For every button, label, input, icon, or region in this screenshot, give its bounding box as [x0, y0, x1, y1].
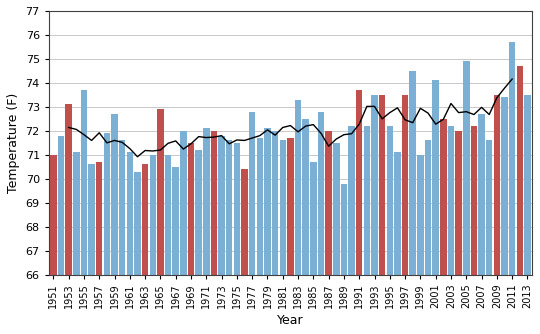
Bar	[326, 131, 332, 275]
Bar	[241, 169, 248, 275]
Bar	[509, 42, 515, 275]
Bar	[524, 95, 531, 275]
Bar	[89, 164, 95, 275]
Bar	[440, 119, 447, 275]
Bar	[73, 152, 79, 275]
Bar	[195, 150, 202, 275]
Bar	[264, 129, 271, 275]
Bar	[111, 114, 118, 275]
Bar	[218, 136, 225, 275]
Bar	[280, 140, 286, 275]
Bar	[65, 105, 72, 275]
Bar	[478, 114, 485, 275]
Bar	[126, 152, 133, 275]
Bar	[157, 109, 164, 275]
Bar	[287, 138, 294, 275]
Bar	[119, 140, 125, 275]
Bar	[50, 155, 57, 275]
Bar	[142, 164, 149, 275]
Bar	[455, 131, 462, 275]
Bar	[295, 100, 301, 275]
Bar	[134, 172, 141, 275]
Bar	[58, 136, 64, 275]
Bar	[471, 126, 477, 275]
Bar	[104, 133, 110, 275]
Bar	[165, 155, 171, 275]
Bar	[425, 140, 431, 275]
Bar	[417, 155, 424, 275]
Bar	[517, 66, 523, 275]
Bar	[379, 95, 386, 275]
Bar	[249, 112, 255, 275]
Bar	[211, 131, 217, 275]
Bar	[356, 90, 362, 275]
Bar	[486, 140, 492, 275]
Bar	[341, 184, 347, 275]
Bar	[80, 90, 87, 275]
Y-axis label: Temperature (F): Temperature (F)	[7, 93, 20, 193]
Bar	[172, 167, 179, 275]
Bar	[180, 131, 187, 275]
Bar	[272, 131, 278, 275]
Bar	[387, 126, 393, 275]
Bar	[494, 95, 500, 275]
Bar	[402, 95, 408, 275]
Bar	[226, 140, 233, 275]
Bar	[150, 155, 156, 275]
Bar	[501, 97, 508, 275]
Bar	[348, 126, 355, 275]
Bar	[448, 126, 454, 275]
Bar	[394, 152, 401, 275]
Bar	[188, 143, 194, 275]
Bar	[302, 119, 309, 275]
X-axis label: Year: Year	[277, 314, 303, 327]
Bar	[203, 129, 210, 275]
Bar	[463, 61, 469, 275]
Bar	[256, 138, 263, 275]
Bar	[372, 95, 378, 275]
Bar	[310, 162, 316, 275]
Bar	[409, 71, 416, 275]
Bar	[96, 162, 103, 275]
Bar	[234, 143, 240, 275]
Bar	[318, 112, 324, 275]
Bar	[433, 80, 439, 275]
Bar	[363, 126, 370, 275]
Bar	[333, 143, 340, 275]
